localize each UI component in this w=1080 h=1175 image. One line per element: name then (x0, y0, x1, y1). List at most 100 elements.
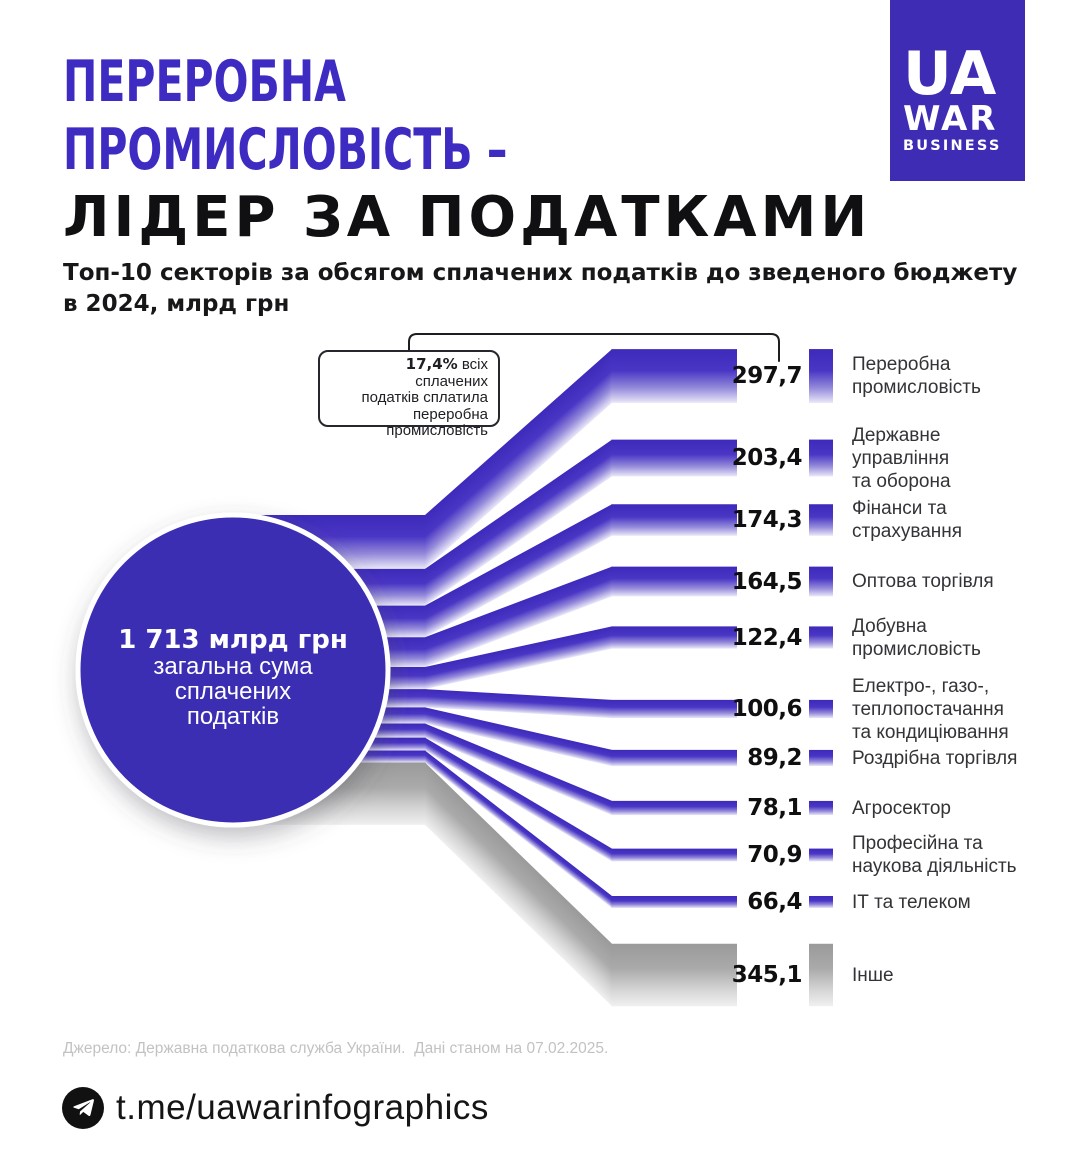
sector-value: 66,4 (747, 889, 802, 915)
total-caption-line: податків (186, 703, 280, 730)
flow-ribbon-segment (611, 699, 737, 719)
sector-label-line: Державне (852, 424, 941, 446)
logo-line-ua: UA (903, 39, 997, 109)
annotation-line: податків сплатила (361, 389, 488, 406)
subtitle-line-2: в 2024, млрд грн (63, 291, 290, 317)
sector-label: Оптова торгівля (852, 570, 994, 593)
logo-line-business: BUSINESS (903, 138, 1002, 154)
value-bar (809, 504, 833, 536)
sector-label-line: Переробна (852, 354, 951, 375)
flow-ribbon-segment (233, 568, 426, 606)
flow-ribbon-segment (425, 689, 612, 719)
sector-label-line: та оборона (852, 470, 951, 492)
telegram-icon (62, 1087, 104, 1129)
title-line-2: ПРОМИСЛОВІСТЬ – (63, 117, 508, 183)
flow-ribbon-segment (233, 737, 426, 751)
telegram-link[interactable]: t.me/uawarinfographics (116, 1088, 489, 1127)
annotation-line: 17,4% всіх сплачених (405, 355, 488, 390)
flow-ribbon-segment (611, 349, 737, 403)
sector-label: Державне управління та оборона (852, 424, 951, 493)
sector-label-line: теплопостачання (852, 698, 1004, 720)
flow-ribbon-segment (611, 800, 737, 816)
annotation-line: переробна (412, 405, 488, 423)
sector-label-line: страхування (852, 521, 963, 542)
sector-value: 122,4 (731, 624, 803, 651)
sector-label: Інше (852, 964, 894, 987)
value-bar (809, 626, 833, 649)
sector-label: Агросектор (852, 797, 951, 820)
total-caption-line: загальна сума (153, 653, 313, 680)
flow-ribbon-segment (425, 723, 612, 816)
flow-ribbon-segment (611, 566, 737, 597)
flow-ribbon-segment (425, 626, 612, 690)
sector-value: 174,3 (731, 507, 803, 533)
sector-label: Професійна та наукова діяльність (852, 832, 1017, 878)
total-caption: загальна сума сплачених податків (63, 654, 403, 729)
sector-label: Роздрібна торгівля (852, 747, 1017, 770)
value-bar (809, 749, 833, 767)
flow-ribbon-segment (425, 439, 612, 606)
annotation-line: промисловість (386, 422, 488, 439)
total-caption-line: сплачених (174, 678, 292, 705)
sector-label-line: Роздрібна торгівля (852, 747, 1018, 769)
flow-ribbon-segment (611, 749, 737, 767)
value-bar (809, 566, 833, 597)
flow-ribbon-segment (425, 750, 612, 909)
sector-label: ІТ та телеком (852, 891, 971, 914)
value-bar (809, 439, 833, 477)
page-title: ПЕРЕРОБНА ПРОМИСЛОВІСТЬ – ЛІДЕР ЗА ПОДАТ… (63, 52, 871, 248)
sector-value: 345,1 (731, 962, 803, 988)
total-circle-text: 1 713 млрд грн загальна сума сплачених под… (63, 626, 403, 729)
sector-label: Електро-, газо-, теплопостачання та кондиц… (852, 675, 1009, 744)
sector-value: 164,5 (731, 568, 803, 595)
flow-ribbon-segment (425, 737, 612, 862)
sector-label-line: Інше (852, 964, 894, 986)
subtitle-line-1: Топ-10 секторів за обсягом сплачених под… (63, 260, 1018, 286)
sector-label-line: Оптова торгівля (852, 571, 994, 592)
flow-ribbon-segment (233, 762, 426, 825)
sector-label-line: ІТ та телеком (852, 891, 971, 913)
source-note: Джерело: Державна податкова служба Украї… (63, 1040, 609, 1057)
flow-ribbon-segment (611, 848, 737, 862)
sector-label: Добувна промисловість (852, 615, 981, 661)
sector-label-line: Електро-, газо-, (852, 675, 990, 697)
sector-label: Фінанси та страхування (852, 497, 962, 543)
sector-label-line: промисловість (852, 638, 981, 660)
flow-ribbon-segment (425, 566, 612, 667)
value-bar (809, 699, 833, 719)
sector-label-line: та кондиціювання (852, 721, 1009, 743)
chart-subtitle: Топ-10 секторів за обсягом сплачених под… (63, 258, 1017, 320)
sector-label-line: Фінанси та (852, 498, 947, 519)
value-bar (809, 943, 833, 1007)
value-bar (809, 848, 833, 862)
flow-ribbon-segment (233, 515, 426, 569)
title-line-3: ЛІДЕР ЗА ПОДАТКАМИ (63, 185, 872, 250)
sector-label-line: промисловість (852, 377, 981, 398)
sector-value: 203,4 (731, 445, 803, 471)
flow-ribbon-segment (611, 504, 737, 536)
flow-ribbon-segment (611, 626, 737, 649)
sector-label-line: наукова діяльність (852, 856, 1017, 877)
sector-label-line: Професійна та (852, 833, 983, 854)
flow-ribbon-segment (425, 762, 612, 1007)
flow-ribbon-segment (233, 750, 426, 763)
sector-label-line: управління (852, 447, 950, 469)
flow-ribbon-segment (611, 943, 737, 1007)
flow-ribbon-segment (611, 439, 737, 477)
sector-value: 89,2 (747, 745, 802, 771)
value-bar (809, 895, 833, 909)
sector-value: 78,1 (747, 795, 802, 821)
sector-value: 70,9 (747, 842, 802, 868)
value-bars (809, 349, 833, 1007)
flow-ribbon-segment (425, 504, 612, 638)
brand-logo: UA WAR BUSINESS (890, 0, 1025, 181)
sector-label-line: Добувна (852, 615, 927, 637)
value-bar (809, 800, 833, 816)
footer: t.me/uawarinfographics (62, 1087, 489, 1129)
value-bar (809, 349, 833, 403)
logo-line-war: WAR (903, 99, 998, 139)
sector-label: Переробна промисловість (852, 353, 981, 399)
total-amount: 1 713 млрд грн (118, 625, 348, 655)
sector-value: 100,6 (731, 696, 803, 722)
